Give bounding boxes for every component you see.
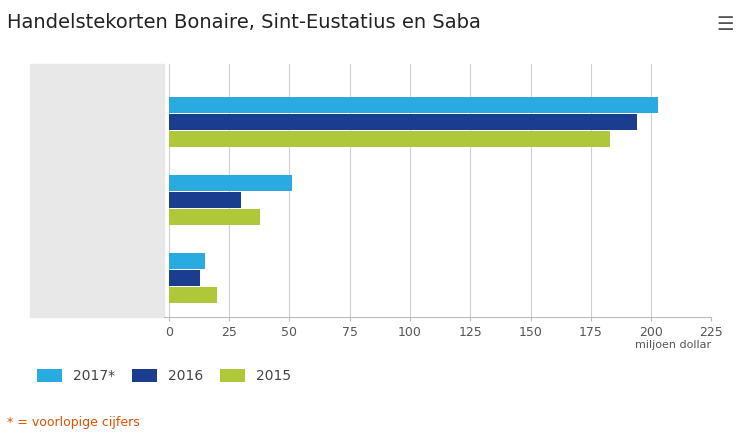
Bar (168, 287, 217, 303)
Text: Handelstekorten Bonaire, Sint-Eustatius en Saba: Handelstekorten Bonaire, Sint-Eustatius … (7, 13, 481, 32)
Text: * = voorlopige cijfers: * = voorlopige cijfers (7, 416, 140, 429)
Bar (168, 97, 659, 113)
Bar (168, 253, 205, 269)
Bar (168, 114, 637, 130)
Text: ☰: ☰ (717, 15, 734, 34)
Bar (168, 131, 610, 147)
Bar (168, 209, 261, 225)
Bar (30, 64, 164, 317)
Legend: 2017*, 2016, 2015: 2017*, 2016, 2015 (37, 369, 291, 383)
Bar (168, 175, 292, 191)
Bar (168, 192, 241, 208)
Bar (168, 270, 200, 286)
Text: miljoen dollar: miljoen dollar (635, 340, 711, 349)
